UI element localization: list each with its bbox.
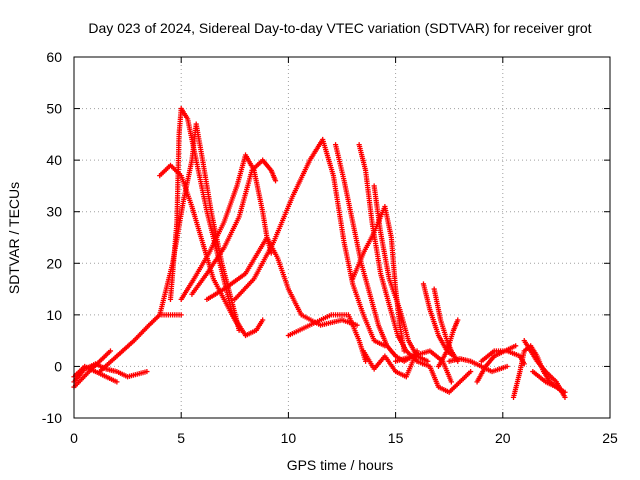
axis-ticks: 0 5 10 15 20 25 -10 0 10 20 30 40 50 60 (42, 49, 618, 446)
series-s17 (360, 348, 420, 380)
x-tick-label: 10 (281, 430, 297, 446)
series-s2 (71, 348, 114, 390)
x-tick-label: 20 (495, 430, 511, 446)
x-tick-label: 0 (70, 430, 78, 446)
y-tick-label: -10 (42, 410, 62, 426)
series-s9 (189, 157, 279, 297)
x-axis-label: GPS time / hours (287, 457, 394, 473)
series-s27 (521, 338, 568, 400)
series-s8 (178, 152, 274, 302)
grid (74, 57, 610, 418)
chart-title: Day 023 of 2024, Sidereal Day-to-day VTE… (88, 20, 591, 36)
series-s23 (446, 356, 510, 375)
data-point (562, 394, 568, 400)
series-s19 (420, 281, 457, 359)
data-point (401, 348, 407, 354)
series-s28 (530, 368, 568, 395)
data-point (272, 178, 279, 184)
data-point (448, 379, 454, 385)
data-point (513, 343, 519, 349)
data-point (236, 327, 242, 333)
plot-frame (73, 56, 611, 419)
y-tick-label: 60 (46, 49, 62, 65)
y-tick-label: 40 (46, 152, 62, 168)
data-point (107, 348, 114, 354)
data-point (504, 363, 510, 370)
series-s22 (435, 317, 461, 370)
x-tick-label: 15 (388, 430, 404, 446)
series-s11 (232, 136, 388, 349)
data-point (144, 368, 150, 375)
series-s21 (414, 358, 474, 395)
y-axis-label: SDTVAR / TECUs (6, 182, 22, 294)
data-point (425, 358, 431, 364)
y-tick-label: 10 (46, 307, 62, 323)
y-tick-label: 30 (46, 204, 62, 220)
data-point (354, 322, 360, 328)
data-point (562, 389, 568, 395)
series-s1 (71, 361, 150, 385)
data-point (260, 317, 266, 323)
y-tick-label: 20 (46, 255, 62, 271)
data-markers (71, 105, 568, 400)
series-s4 (97, 312, 184, 375)
y-tick-label: 0 (54, 358, 62, 374)
series-s15 (350, 203, 407, 354)
y-tick-label: 50 (46, 101, 62, 117)
data-point (455, 317, 461, 323)
x-tick-label: 5 (177, 430, 185, 446)
series-s6 (167, 105, 266, 339)
series-s7 (157, 121, 242, 333)
x-tick-label: 25 (602, 430, 618, 446)
data-point (468, 368, 474, 375)
data-point (178, 312, 184, 318)
data-point (114, 379, 120, 385)
series-s12 (285, 312, 369, 364)
series-s26 (510, 343, 566, 400)
